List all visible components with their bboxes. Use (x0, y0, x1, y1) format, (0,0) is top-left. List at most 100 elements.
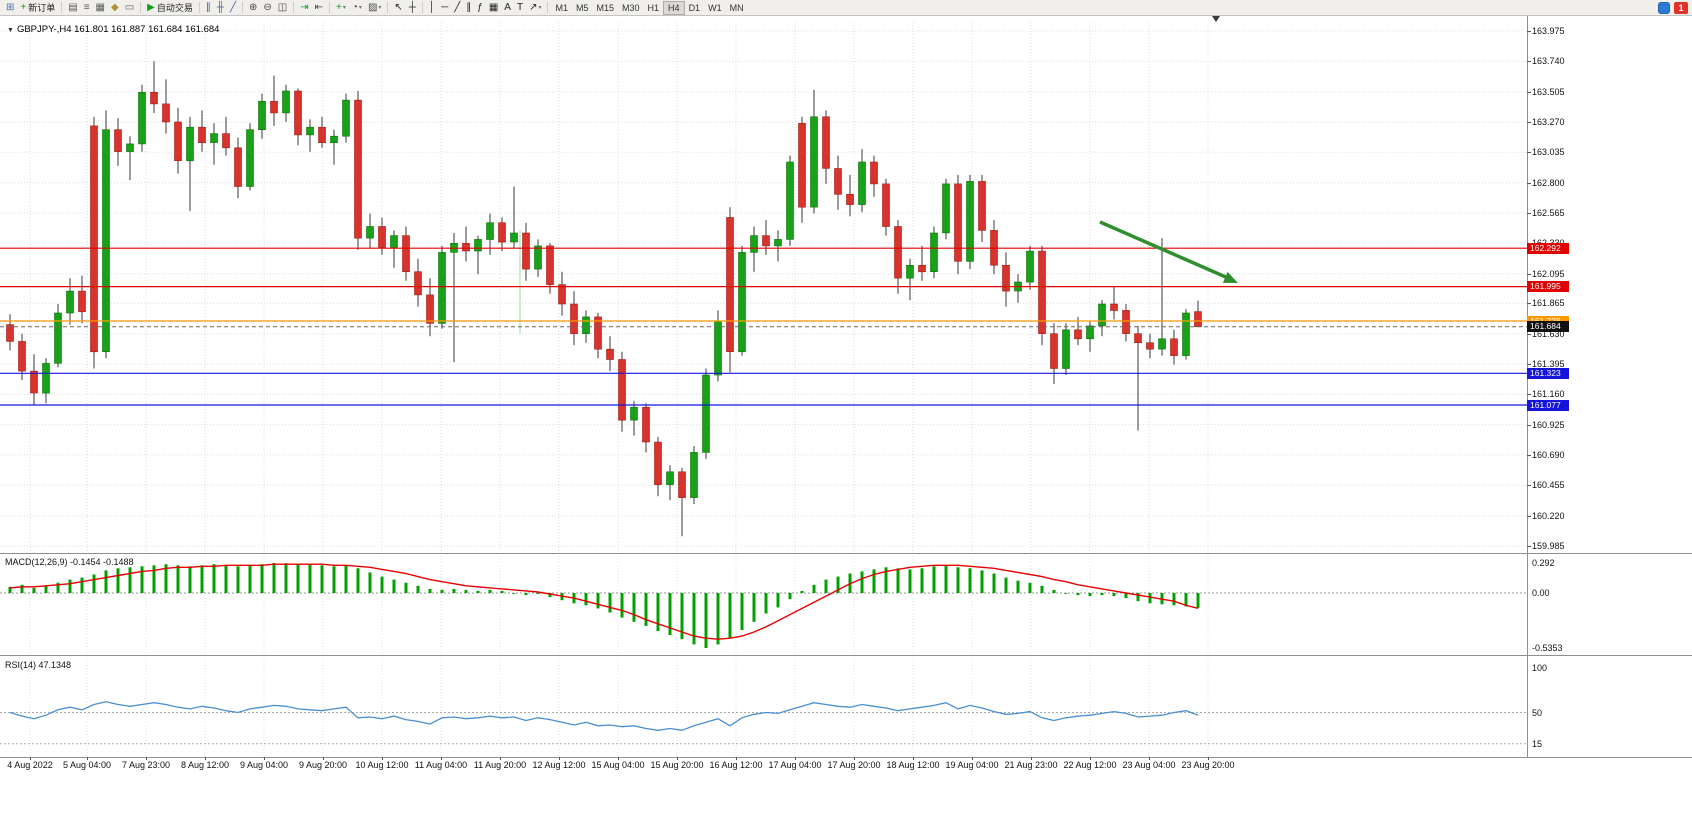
horizontal-line-button[interactable]: ─ (438, 1, 451, 15)
time-axis-label: 15 Aug 20:00 (650, 760, 704, 770)
price-axis-tick (1527, 61, 1531, 63)
bar-chart-mode-button[interactable]: ∥ (203, 1, 214, 15)
zoom-out-icon: ⊖ (263, 1, 272, 13)
auto-trading-button[interactable]: ▶ 自动交易 (144, 1, 196, 15)
text-label-icon: T (516, 1, 524, 13)
chevron-down-icon: ▾ (378, 5, 382, 11)
equidistant-channel-button[interactable]: ∥ (463, 1, 474, 15)
notification-badge[interactable]: 1 (1674, 2, 1688, 14)
fibonacci-button[interactable]: ƒ (474, 1, 486, 15)
templates-icon: ▨ (367, 1, 378, 13)
time-axis-label: 23 Aug 20:00 (1181, 760, 1235, 770)
timeframe-bar: M1 M5 M15 M30 H1 H4 D1 W1 MN (551, 0, 747, 15)
profiles-button[interactable]: ▤ (65, 1, 80, 15)
tile-windows-button[interactable]: ◫ (275, 1, 290, 15)
price-axis-tick (1527, 515, 1531, 517)
new-order-button[interactable]: + 新订单 (17, 1, 58, 15)
timeframe-mn[interactable]: MN (729, 2, 744, 13)
new-chart-icon: ⊞ (6, 1, 15, 13)
macd-histogram (8, 563, 1200, 648)
price-axis-tick (1527, 333, 1531, 335)
time-axis-tick (736, 757, 737, 760)
macd-axis-label: -0.5353 (1532, 642, 1563, 653)
price-level-tag-support: 161.323 (1527, 367, 1569, 379)
rsi-axis-label: 15 (1532, 738, 1543, 749)
time-axis-tick (441, 757, 442, 760)
toolbar-right-group: 1 (1658, 2, 1688, 14)
macd-axis-label: 0.292 (1532, 558, 1555, 568)
crosshair-button[interactable]: ┼ (406, 1, 419, 15)
cursor-button[interactable]: ↖ (391, 1, 405, 15)
tile-windows-icon: ◫ (277, 1, 288, 13)
timeframe-m30[interactable]: M30 (622, 2, 640, 13)
price-level-tag-pivot: 161.728 (1527, 315, 1569, 327)
toolbar-separator (61, 2, 63, 13)
price-axis-label: 163.740 (1532, 56, 1565, 67)
macd-axis-label: 0.00 (1532, 587, 1550, 598)
macd-panel-separator[interactable] (0, 553, 1692, 554)
time-axis-tick (1031, 757, 1032, 760)
one-click-trading-icon[interactable]: ▼ (7, 27, 14, 34)
price-axis-label: 161.395 (1532, 359, 1565, 369)
price-level-lines[interactable] (0, 247, 1527, 406)
vertical-line-button[interactable]: │ (426, 1, 438, 15)
zoom-out-button[interactable]: ⊖ (260, 1, 274, 15)
price-axis-label: 162.800 (1532, 177, 1565, 188)
trend-arrow-annotation[interactable] (1099, 220, 1238, 283)
timeframe-m5[interactable]: M5 (575, 2, 589, 13)
rsi-panel-separator[interactable] (0, 655, 1692, 656)
price-level-tag-resistance: 161.995 (1527, 281, 1569, 293)
arrows-tool-menu-button[interactable]: ↗ ▾ (526, 1, 544, 15)
chart-shift-marker[interactable] (1212, 16, 1220, 22)
text-label-button[interactable]: T (514, 1, 526, 15)
time-axis-tick (795, 757, 796, 760)
timeframe-m15[interactable]: M15 (596, 2, 615, 13)
zoom-in-button[interactable]: ⊕ (246, 1, 260, 15)
timeframe-h1[interactable]: H1 (647, 2, 660, 13)
timeframe-h4[interactable]: H4 (663, 0, 685, 15)
time-axis-tick (972, 757, 973, 760)
indicators-menu-button[interactable]: + ▾ (333, 1, 349, 15)
rsi-indicator-panel[interactable] (0, 659, 1527, 757)
navigator-button[interactable]: ◆ (108, 1, 122, 15)
price-axis-tick (1527, 364, 1531, 365)
text-button[interactable]: A (501, 1, 514, 15)
price-axis-tick (1527, 485, 1531, 487)
time-axis-tick (559, 757, 560, 760)
time-axis-tick (146, 757, 147, 760)
timeframe-d1[interactable]: D1 (688, 2, 701, 13)
trendline-button[interactable]: ╱ (451, 1, 463, 15)
equidistant-channel-icon: ∥ (466, 1, 472, 13)
main-price-chart[interactable] (0, 22, 1527, 553)
chart-shift-button[interactable]: ⇤ (312, 1, 326, 15)
time-axis-label: 7 Aug 23:00 (121, 760, 171, 770)
time-axis-label: 17 Aug 04:00 (768, 760, 822, 770)
price-axis-tick (1527, 212, 1531, 214)
line-chart-mode-button[interactable]: ╱ (227, 1, 239, 15)
time-axis-tick (264, 757, 265, 760)
timeframe-m1[interactable]: M1 (555, 2, 568, 13)
chevron-down-icon: ▾ (342, 5, 346, 11)
text-icon: A (504, 1, 511, 13)
time-axis-label: 16 Aug 12:00 (709, 760, 763, 770)
price-axis-label: 160.455 (1532, 480, 1565, 491)
terminal-button[interactable]: ▭ (122, 1, 137, 15)
periods-menu-button[interactable]: ◔ ▾ (349, 1, 365, 15)
templates-menu-button[interactable]: ▨ ▾ (365, 1, 384, 15)
timeframe-w1[interactable]: W1 (708, 2, 722, 13)
toolbar-separator (140, 2, 142, 13)
cycle-lines-button[interactable]: ▦ (486, 1, 501, 15)
data-window-button[interactable]: ▦ (93, 1, 108, 15)
auto-scroll-button[interactable]: ⇥ (297, 1, 311, 15)
price-axis-label: 160.220 (1532, 510, 1565, 521)
price-axis-tick (1527, 303, 1531, 305)
community-icon[interactable] (1658, 2, 1670, 14)
auto-scroll-icon: ⇥ (300, 1, 309, 13)
time-axis-tick (323, 757, 324, 760)
macd-indicator-panel[interactable] (0, 556, 1527, 653)
price-axis-label: 163.270 (1532, 116, 1565, 127)
new-chart-button[interactable]: ⊞ (3, 1, 17, 15)
candles (6, 61, 1202, 537)
candlestick-mode-button[interactable]: ╫ (214, 1, 227, 15)
market-watch-button[interactable]: ≡ (81, 1, 93, 15)
